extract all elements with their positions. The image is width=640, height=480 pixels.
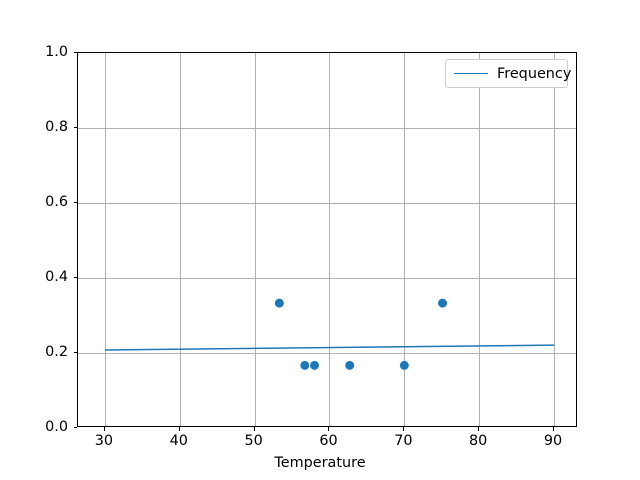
x-tick-label: 60 — [319, 433, 338, 449]
gridline-vertical — [329, 53, 331, 426]
y-tick-mark — [73, 427, 77, 428]
x-axis-label: Temperature — [274, 455, 366, 471]
scatter-point — [274, 298, 284, 308]
gridline-horizontal — [78, 353, 576, 354]
scatter-point — [438, 298, 448, 308]
y-tick-mark — [73, 127, 77, 128]
scatter-series-observations — [274, 298, 448, 370]
plot-data-layer — [104, 298, 555, 370]
y-tick-mark — [73, 277, 77, 278]
plot-axes — [77, 52, 577, 427]
gridline-vertical — [479, 53, 481, 426]
gridline-vertical — [179, 53, 181, 426]
x-tick-mark — [178, 427, 180, 431]
gridline-vertical — [404, 53, 406, 426]
legend-line-swatch — [454, 73, 488, 74]
y-tick-label: 0.6 — [45, 194, 68, 210]
gridline-horizontal — [78, 278, 576, 279]
x-tick-label: 70 — [394, 433, 413, 449]
scatter-point — [345, 360, 355, 370]
y-tick-label: 0.2 — [45, 344, 68, 360]
y-tick-label: 0.8 — [45, 119, 68, 135]
gridline-vertical — [554, 53, 556, 426]
x-tick-label: 80 — [469, 433, 488, 449]
gridline-horizontal — [78, 203, 576, 204]
x-tick-label: 90 — [543, 433, 563, 449]
line-path-frequency — [104, 344, 555, 351]
x-tick-label: 50 — [244, 433, 263, 449]
x-tick-mark — [553, 427, 555, 431]
x-tick-label: 40 — [169, 433, 188, 449]
y-tick-mark — [73, 352, 77, 353]
scatter-point — [399, 360, 409, 370]
gridline-horizontal — [78, 128, 576, 129]
scatter-point — [300, 360, 310, 370]
y-tick-mark — [73, 52, 77, 53]
scatter-point — [310, 360, 320, 370]
line-series-frequency — [104, 344, 555, 351]
y-tick-label: 1.0 — [45, 44, 68, 60]
x-tick-mark — [253, 427, 255, 431]
x-tick-mark — [478, 427, 480, 431]
gridline-vertical — [104, 53, 106, 426]
x-tick-mark — [328, 427, 330, 431]
gridline-vertical — [254, 53, 256, 426]
y-tick-mark — [73, 202, 77, 203]
x-tick-mark — [103, 427, 105, 431]
x-tick-mark — [403, 427, 405, 431]
legend-box[interactable]: Frequency — [445, 59, 572, 88]
y-tick-label: 0.4 — [45, 269, 68, 285]
x-tick-label: 30 — [94, 433, 114, 449]
y-tick-label: 0.0 — [45, 419, 68, 435]
legend-label-frequency: Frequency — [497, 65, 572, 82]
